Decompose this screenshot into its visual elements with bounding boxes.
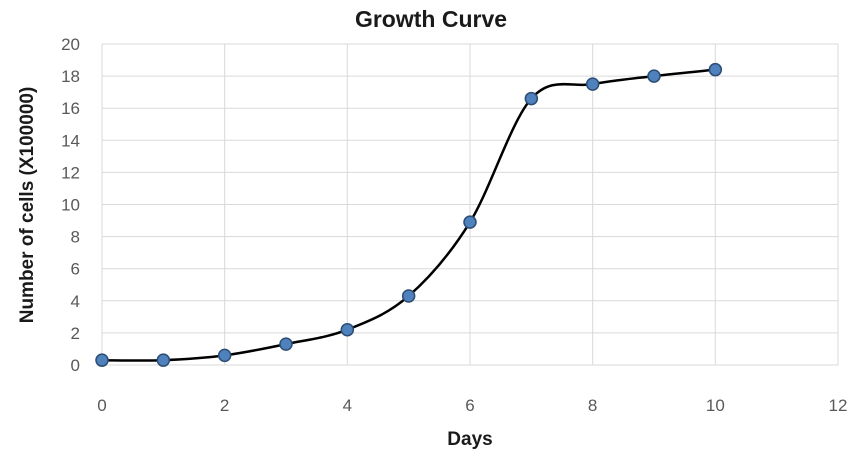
data-point <box>279 337 293 351</box>
y-tick-label: 12 <box>61 163 80 182</box>
x-tick-label: 0 <box>97 396 106 415</box>
x-tick-label: 6 <box>465 396 474 415</box>
x-axis-title: Days <box>447 429 492 450</box>
x-tick-label: 12 <box>829 396 848 415</box>
data-point <box>401 289 416 303</box>
y-tick-label: 2 <box>71 324 80 343</box>
data-point <box>156 353 171 367</box>
x-tick-label: 2 <box>220 396 229 415</box>
tick-label-layer: 0 2 4 6 8 10 12 14 16 18 20 0 2 4 6 8 10 12 <box>61 35 847 415</box>
chart-title: Growth Curve <box>355 6 507 32</box>
data-point <box>463 215 477 229</box>
data-point <box>647 69 661 83</box>
y-tick-label: 4 <box>71 292 80 311</box>
y-tick-label: 18 <box>61 67 80 86</box>
data-point <box>340 322 355 337</box>
y-tick-label: 16 <box>61 99 80 118</box>
data-point <box>524 91 539 106</box>
y-tick-label: 20 <box>61 35 80 54</box>
series-layer <box>95 62 723 367</box>
y-tick-label: 14 <box>61 131 80 150</box>
series-line <box>101 68 716 362</box>
y-axis-title: Number of cells (X100000) <box>17 87 38 324</box>
x-tick-label: 10 <box>706 396 725 415</box>
x-tick-label: 8 <box>588 396 597 415</box>
y-tick-label: 8 <box>71 228 80 247</box>
data-point <box>585 77 600 91</box>
data-point <box>708 62 723 77</box>
y-tick-label: 6 <box>71 260 80 279</box>
data-point <box>217 348 232 363</box>
y-tick-label: 0 <box>71 356 80 375</box>
data-point <box>95 353 109 367</box>
x-tick-label: 4 <box>343 396 352 415</box>
y-tick-label: 10 <box>61 196 80 215</box>
grid-layer <box>101 43 839 366</box>
